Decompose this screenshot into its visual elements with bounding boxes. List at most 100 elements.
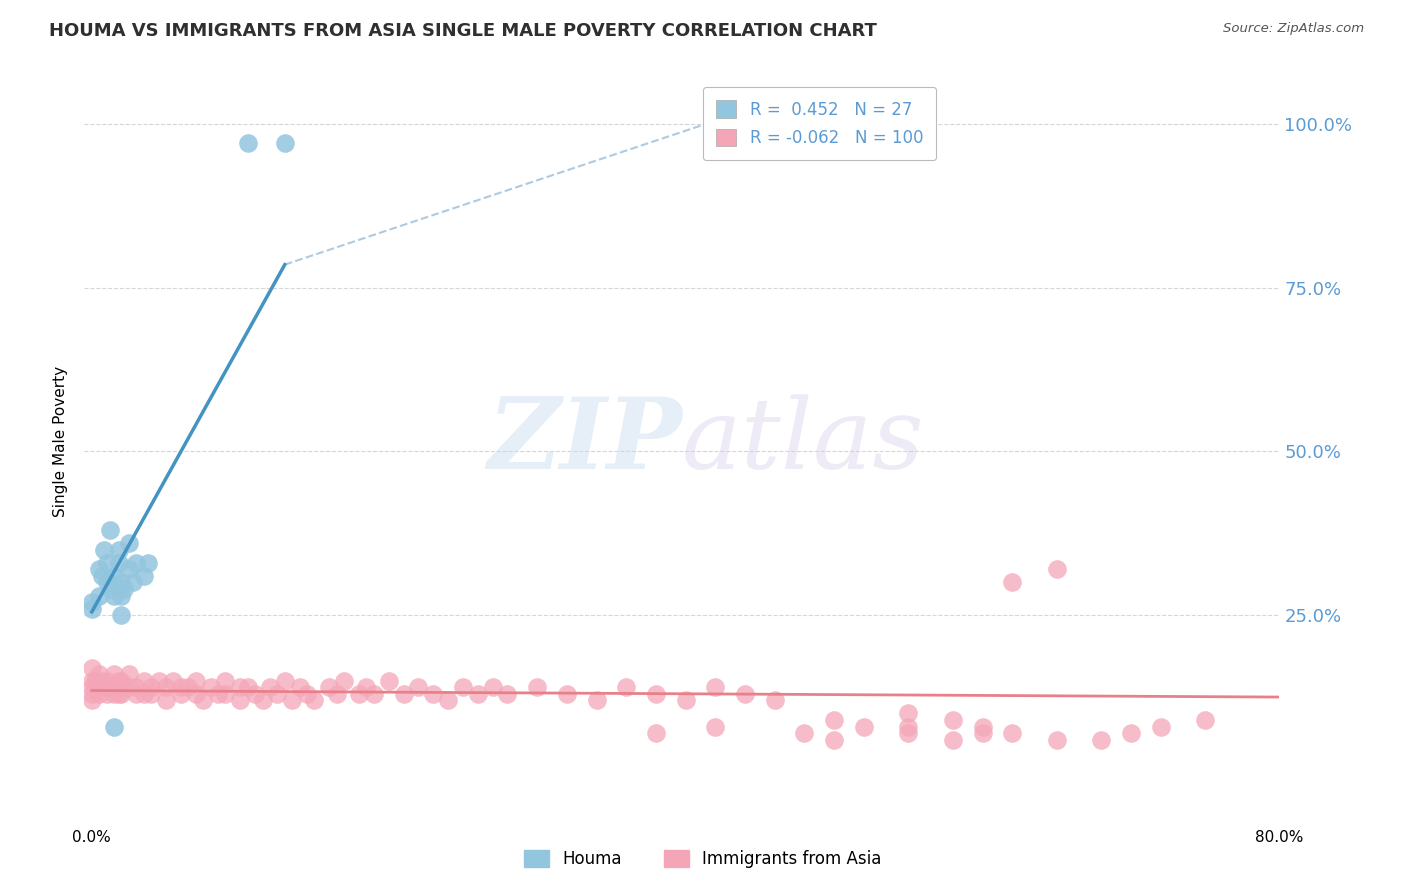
Point [288,680,311,694]
Point [1150,720,1173,734]
Point [318,680,340,694]
Point [214,673,236,688]
Point [125,687,148,701]
Point [122,575,145,590]
Point [84,680,107,694]
Point [481,680,503,694]
Point [110,575,132,590]
Point [236,136,259,151]
Point [98,680,121,694]
Point [526,680,548,694]
Point [103,569,125,583]
Point [897,726,920,740]
Point [392,687,415,701]
Point [229,680,252,694]
Point [184,687,207,701]
Point [645,726,668,740]
Point [1046,732,1069,747]
Point [422,687,444,701]
Point [103,720,125,734]
Point [347,687,370,701]
Point [207,687,229,701]
Point [89,589,111,603]
Point [897,706,920,721]
Text: 80.0%: 80.0% [1256,830,1303,846]
Point [136,556,159,570]
Text: HOUMA VS IMMIGRANTS FROM ASIA SINGLE MALE POVERTY CORRELATION CHART: HOUMA VS IMMIGRANTS FROM ASIA SINGLE MAL… [49,22,877,40]
Point [274,136,297,151]
Point [972,726,994,740]
Point [132,687,155,701]
Point [1194,713,1216,727]
Point [83,673,105,688]
Point [118,667,141,681]
Point [236,680,259,694]
Point [555,687,578,701]
Point [496,687,519,701]
Point [377,673,399,688]
Point [107,542,129,557]
Point [1046,562,1069,576]
Point [467,687,489,701]
Point [96,556,118,570]
Point [91,673,114,688]
Point [214,687,236,701]
Point [141,687,163,701]
Text: 0.0%: 0.0% [72,830,111,846]
Point [200,680,222,694]
Point [155,693,177,707]
Point [110,608,132,623]
Point [114,582,136,596]
Point [114,680,136,694]
Point [191,693,214,707]
Point [614,680,637,694]
Point [103,687,125,701]
Point [734,687,756,701]
Point [103,589,125,603]
Point [103,667,125,681]
Point [96,687,118,701]
Point [89,667,111,681]
Point [942,732,965,747]
Point [132,569,155,583]
Point [170,687,193,701]
Point [80,595,103,609]
Point [823,713,845,727]
Point [266,687,288,701]
Point [110,589,132,603]
Point [91,569,114,583]
Point [645,687,668,701]
Point [704,720,727,734]
Point [585,693,607,707]
Point [763,693,786,707]
Point [118,536,141,550]
Text: ZIP: ZIP [486,393,682,490]
Point [823,732,845,747]
Point [363,687,385,701]
Legend: R =  0.452   N = 27, R = -0.062   N = 100: R = 0.452 N = 27, R = -0.062 N = 100 [703,87,936,160]
Point [304,693,326,707]
Point [80,673,103,688]
Point [451,680,474,694]
Point [184,673,207,688]
Point [132,673,155,688]
Point [98,523,121,537]
Point [295,687,318,701]
Point [148,673,170,688]
Point [326,687,349,701]
Point [80,680,103,694]
Point [96,575,118,590]
Point [125,556,148,570]
Point [852,720,875,734]
Y-axis label: Single Male Poverty: Single Male Poverty [53,366,69,517]
Point [170,680,193,694]
Text: atlas: atlas [682,394,925,489]
Point [942,713,965,727]
Point [675,693,697,707]
Point [252,693,274,707]
Point [1001,726,1024,740]
Point [141,680,163,694]
Point [897,720,920,734]
Point [333,673,356,688]
Point [229,693,252,707]
